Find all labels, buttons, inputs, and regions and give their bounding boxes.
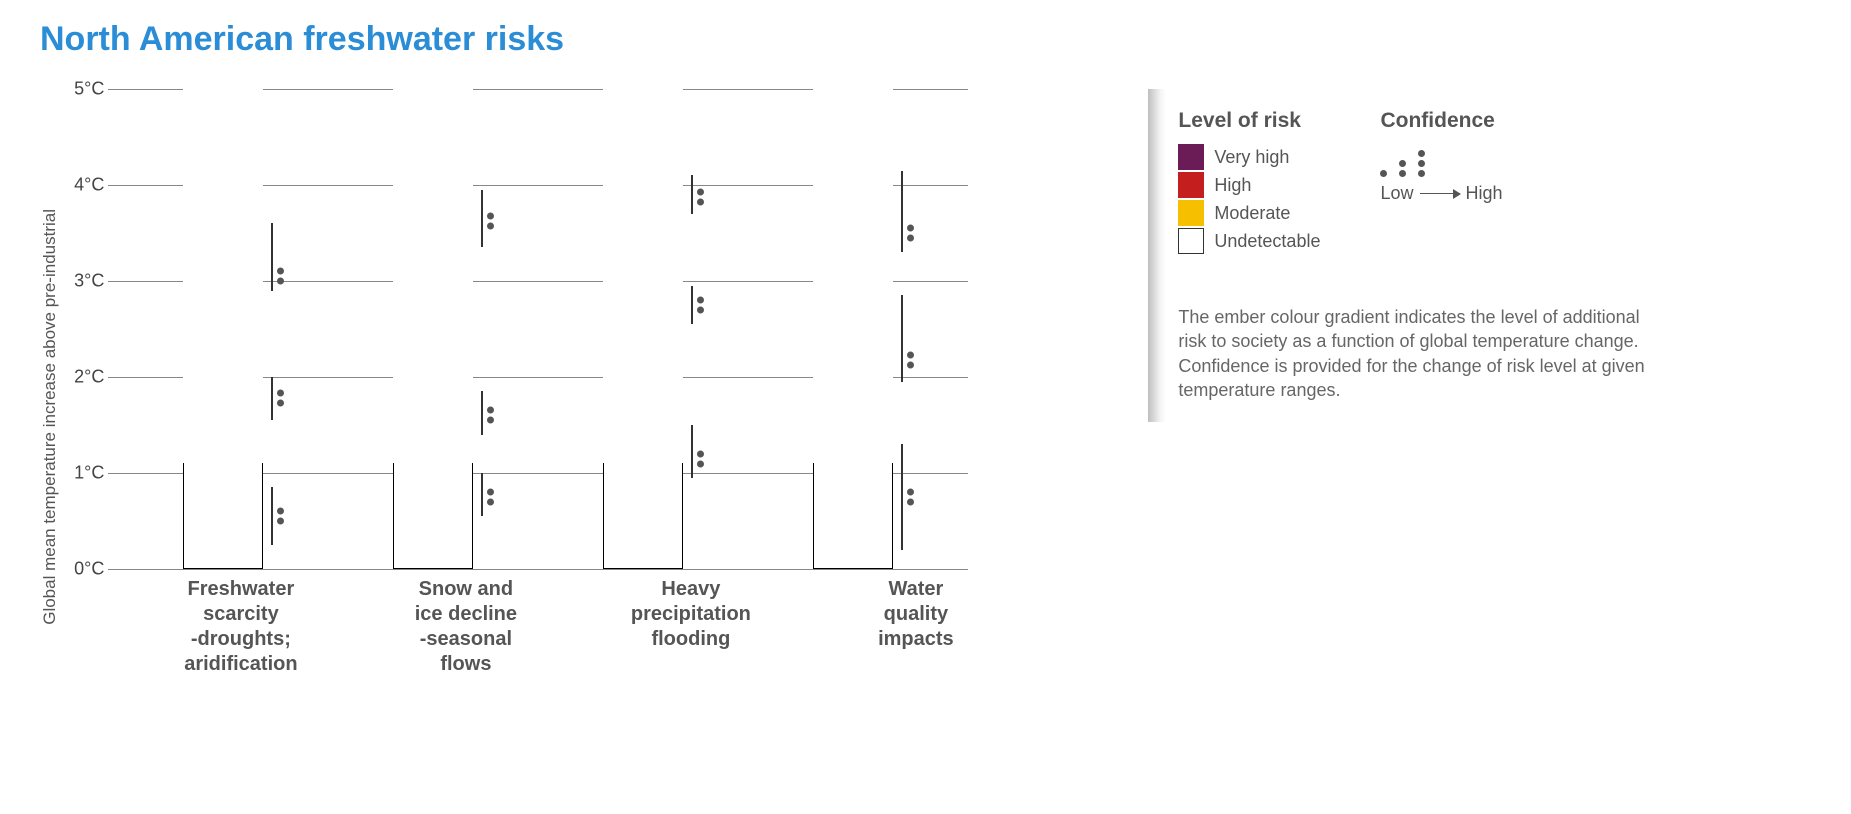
ytick: 4°C <box>68 175 104 196</box>
confidence-legend-dots <box>1380 143 1502 177</box>
confidence-high-label: High <box>1466 183 1503 204</box>
legend-risk-title: Level of risk <box>1178 109 1320 133</box>
yaxis-label: Global mean temperature increase above p… <box>40 209 60 625</box>
dot-icon <box>907 224 914 231</box>
ytick: 0°C <box>68 559 104 580</box>
confidence-line <box>901 444 903 550</box>
color-swatch <box>1178 172 1204 198</box>
confidence-dots <box>697 450 704 467</box>
confidence-line <box>271 487 273 545</box>
confidence-legend-labels: Low High <box>1380 183 1502 204</box>
color-swatch <box>1178 200 1204 226</box>
color-swatch <box>1178 144 1204 170</box>
bars-container <box>128 89 968 569</box>
confidence-line <box>481 190 483 248</box>
confidence-dots <box>277 508 284 525</box>
dot-icon <box>487 407 494 414</box>
confidence-dots <box>907 488 914 505</box>
confidence-line <box>271 377 273 420</box>
dot-icon <box>697 460 704 467</box>
dot-icon <box>277 508 284 515</box>
confidence-dots <box>907 224 914 241</box>
bar-slot <box>143 89 323 569</box>
ember-plot: 0°C1°C2°C3°C4°C5°C <box>68 89 968 569</box>
dot-icon <box>277 390 284 397</box>
legend-risk-item: Moderate <box>1178 199 1320 227</box>
bar-slot <box>773 89 953 569</box>
dot-icon <box>907 361 914 368</box>
legend-risk-item: High <box>1178 171 1320 199</box>
confidence-line <box>901 295 903 381</box>
dot-icon <box>277 278 284 285</box>
dot-icon <box>697 296 704 303</box>
dot-icon <box>907 488 914 495</box>
legend-fade <box>1148 89 1166 422</box>
legend-risk-item: Undetectable <box>1178 227 1320 255</box>
confidence-line <box>901 171 903 253</box>
confidence-line <box>481 391 483 434</box>
confidence-dots <box>907 351 914 368</box>
legend-confidence: Confidence Low High <box>1380 109 1502 255</box>
dot-icon <box>907 498 914 505</box>
ember-outline <box>813 463 893 569</box>
dot-icon <box>487 489 494 496</box>
ember-outline <box>183 463 263 569</box>
dot-icon <box>277 518 284 525</box>
confidence-dots <box>277 390 284 407</box>
ytick: 3°C <box>68 271 104 292</box>
legend-risk-item: Very high <box>1178 143 1320 171</box>
legend-risk-label: Undetectable <box>1214 231 1320 252</box>
confidence-line <box>271 223 273 290</box>
legend-caption: The ember colour gradient indicates the … <box>1178 305 1648 402</box>
dot-icon <box>487 213 494 220</box>
legend-risk: Level of risk Very high High Moderate Undet… <box>1178 109 1320 255</box>
x-axis-label: Freshwater scarcity -droughts; aridifica… <box>151 577 331 677</box>
confidence-dots <box>487 213 494 230</box>
confidence-line <box>691 425 693 478</box>
dot-icon <box>697 188 704 195</box>
confidence-dots <box>697 296 704 313</box>
dot-icon <box>277 268 284 275</box>
bar-slot <box>563 89 743 569</box>
dot-icon <box>487 417 494 424</box>
x-axis-labels: Freshwater scarcity -droughts; aridifica… <box>128 577 1028 677</box>
dot-icon <box>907 234 914 241</box>
confidence-dots <box>487 407 494 424</box>
chart-title: North American freshwater risks <box>40 20 1811 59</box>
x-axis-label: Water quality impacts <box>826 577 1006 677</box>
confidence-dots <box>277 268 284 285</box>
confidence-dots <box>487 489 494 506</box>
dot-icon <box>277 400 284 407</box>
color-swatch <box>1178 228 1204 254</box>
ytick: 2°C <box>68 367 104 388</box>
bar-slot <box>353 89 533 569</box>
layout: Global mean temperature increase above p… <box>40 89 1811 677</box>
x-axis-label: Heavy precipitation flooding <box>601 577 781 677</box>
dot-icon <box>697 450 704 457</box>
gridline <box>108 569 968 570</box>
confidence-line <box>691 286 693 324</box>
dot-icon <box>487 223 494 230</box>
ember-outline <box>393 463 473 569</box>
confidence-line <box>481 473 483 516</box>
confidence-line <box>691 175 693 213</box>
ember-outline <box>603 463 683 569</box>
confidence-low-label: Low <box>1380 183 1413 204</box>
legend-panel: Level of risk Very high High Moderate Undet… <box>1148 89 1668 422</box>
confidence-dots <box>697 188 704 205</box>
legend-confidence-title: Confidence <box>1380 109 1502 133</box>
dot-icon <box>487 499 494 506</box>
legend-risk-label: High <box>1214 175 1251 196</box>
legend-risk-label: Very high <box>1214 147 1289 168</box>
ytick: 1°C <box>68 463 104 484</box>
dot-icon <box>907 351 914 358</box>
chart-area: 0°C1°C2°C3°C4°C5°C Freshwater scarcity -… <box>68 89 1028 677</box>
ytick: 5°C <box>68 79 104 100</box>
chart-wrap: Global mean temperature increase above p… <box>40 89 1028 677</box>
legend-risk-label: Moderate <box>1214 203 1290 224</box>
arrow-icon <box>1420 193 1460 195</box>
x-axis-label: Snow and ice decline -seasonal flows <box>376 577 556 677</box>
dot-icon <box>697 306 704 313</box>
dot-icon <box>697 198 704 205</box>
